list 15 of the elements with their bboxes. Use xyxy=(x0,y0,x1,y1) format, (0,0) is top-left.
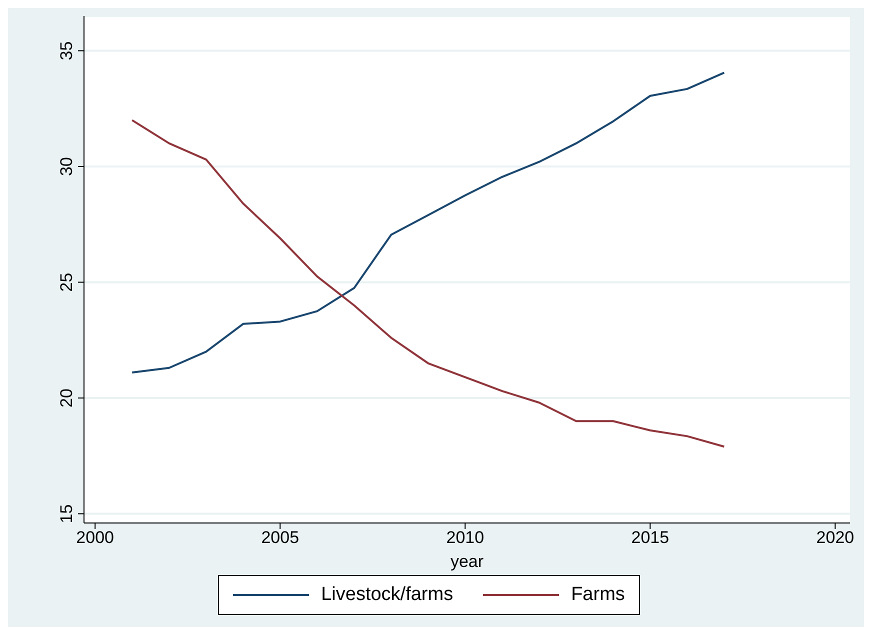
y-tick-label: 20 xyxy=(57,388,76,408)
y-tick-label: 30 xyxy=(57,157,76,176)
x-tick-label: 2015 xyxy=(631,528,670,548)
y-tick-label: 15 xyxy=(57,504,76,524)
x-tick-label: 2005 xyxy=(261,528,300,548)
y-tick-label: 25 xyxy=(57,272,76,292)
legend-label: Farms xyxy=(571,584,625,606)
y-tick-label: 35 xyxy=(57,41,76,60)
legend-label: Livestock/farms xyxy=(321,584,454,606)
x-tick-label: 2000 xyxy=(76,528,114,548)
x-tick-label: 2020 xyxy=(816,528,854,548)
line-series xyxy=(131,72,726,374)
line-series xyxy=(131,119,726,448)
x-tick-label: 2010 xyxy=(446,528,484,548)
x-axis-title: year xyxy=(450,552,484,571)
